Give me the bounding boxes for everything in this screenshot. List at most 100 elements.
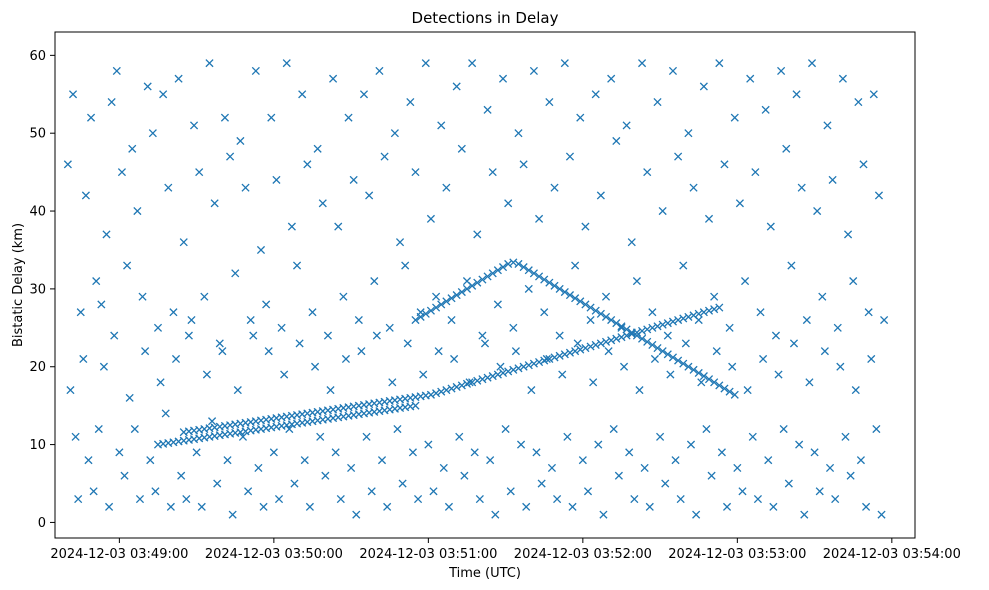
detection-point	[105, 502, 114, 511]
detection-point	[864, 308, 873, 317]
detection-point	[555, 284, 564, 293]
detection-point	[702, 424, 711, 434]
detection-point	[560, 59, 569, 68]
detection-point	[421, 59, 430, 68]
detection-point	[668, 353, 678, 362]
detection-point	[63, 160, 72, 169]
detection-point	[457, 287, 466, 297]
y-tick-label: 0	[38, 516, 46, 531]
detection-point	[558, 370, 567, 379]
detection-point	[676, 495, 685, 504]
detection-point	[674, 356, 683, 365]
detection-point	[524, 284, 533, 293]
detection-point	[269, 448, 278, 457]
detection-point	[586, 315, 595, 325]
detection-point	[524, 361, 533, 370]
detection-point	[550, 281, 559, 290]
detection-point	[287, 222, 296, 231]
detection-point	[874, 191, 884, 200]
detection-point	[815, 487, 824, 496]
detection-point	[488, 372, 497, 381]
detection-point	[228, 510, 237, 519]
detection-point	[236, 136, 245, 146]
detection-point	[195, 168, 204, 177]
detection-point	[241, 183, 250, 192]
detection-point	[581, 300, 590, 309]
detection-point	[571, 347, 580, 356]
detection-point	[704, 375, 714, 384]
detection-point	[838, 74, 847, 83]
detection-point	[231, 269, 240, 278]
detection-point	[506, 487, 515, 496]
detection-point	[514, 259, 523, 269]
detection-point	[447, 294, 456, 303]
detection-point	[514, 364, 523, 373]
detection-point	[94, 424, 103, 434]
detection-point	[715, 303, 724, 312]
detection-point	[831, 495, 840, 504]
detection-point	[730, 390, 739, 399]
detection-point	[483, 373, 492, 382]
detection-point	[110, 331, 119, 340]
detection-point	[439, 463, 448, 472]
detection-point	[141, 347, 150, 356]
detection-point	[782, 144, 791, 153]
detection-point	[519, 160, 528, 169]
detection-point	[128, 144, 137, 153]
marks-layer	[63, 59, 889, 519]
detection-point	[352, 510, 361, 519]
detection-point	[689, 365, 698, 374]
detection-point	[76, 308, 85, 317]
detection-point	[390, 129, 399, 138]
detection-point	[601, 337, 611, 346]
detection-point	[388, 378, 397, 387]
detection-point	[210, 199, 219, 208]
detection-point	[663, 331, 672, 340]
detection-point	[836, 362, 845, 371]
detection-point	[256, 245, 266, 255]
detection-point	[421, 309, 430, 318]
detection-point	[398, 479, 407, 488]
detection-point	[189, 121, 199, 130]
detection-point	[478, 375, 487, 384]
detection-point	[171, 354, 181, 364]
detection-point	[305, 502, 314, 511]
detection-point	[432, 389, 441, 398]
y-axis-label: Bistatic Delay (km)	[11, 223, 26, 347]
y-tick-label: 50	[29, 127, 46, 142]
detection-point	[117, 168, 127, 177]
y-axis: 0 10 20 30 40 50 60	[29, 49, 55, 531]
detection-point	[452, 82, 461, 91]
detection-point	[612, 136, 621, 146]
detection-point	[323, 331, 332, 340]
detection-point	[684, 312, 693, 321]
detection-point	[357, 347, 366, 356]
detection-point	[143, 82, 152, 91]
y-tick-label: 60	[29, 49, 46, 64]
detection-point	[483, 272, 492, 281]
detection-point	[555, 351, 564, 360]
detection-point	[622, 121, 631, 130]
detection-point	[187, 315, 196, 325]
detection-point	[643, 325, 652, 334]
detection-point	[653, 343, 662, 353]
detection-point	[612, 334, 621, 343]
detection-point	[643, 168, 652, 177]
detection-point	[208, 417, 217, 426]
detection-point	[787, 261, 796, 270]
detection-point	[179, 238, 188, 247]
detection-point	[308, 308, 317, 317]
detection-point	[578, 456, 587, 465]
x-axis-label: Time (UTC)	[448, 566, 521, 581]
detection-point	[156, 378, 165, 387]
detection-point	[151, 487, 160, 496]
detection-point	[656, 432, 665, 441]
detection-point	[223, 456, 232, 465]
detection-point	[493, 370, 502, 379]
detection-point	[447, 384, 456, 393]
detection-point	[365, 191, 374, 200]
detection-point	[535, 358, 544, 367]
detection-point	[375, 66, 384, 75]
detection-point	[159, 90, 168, 99]
